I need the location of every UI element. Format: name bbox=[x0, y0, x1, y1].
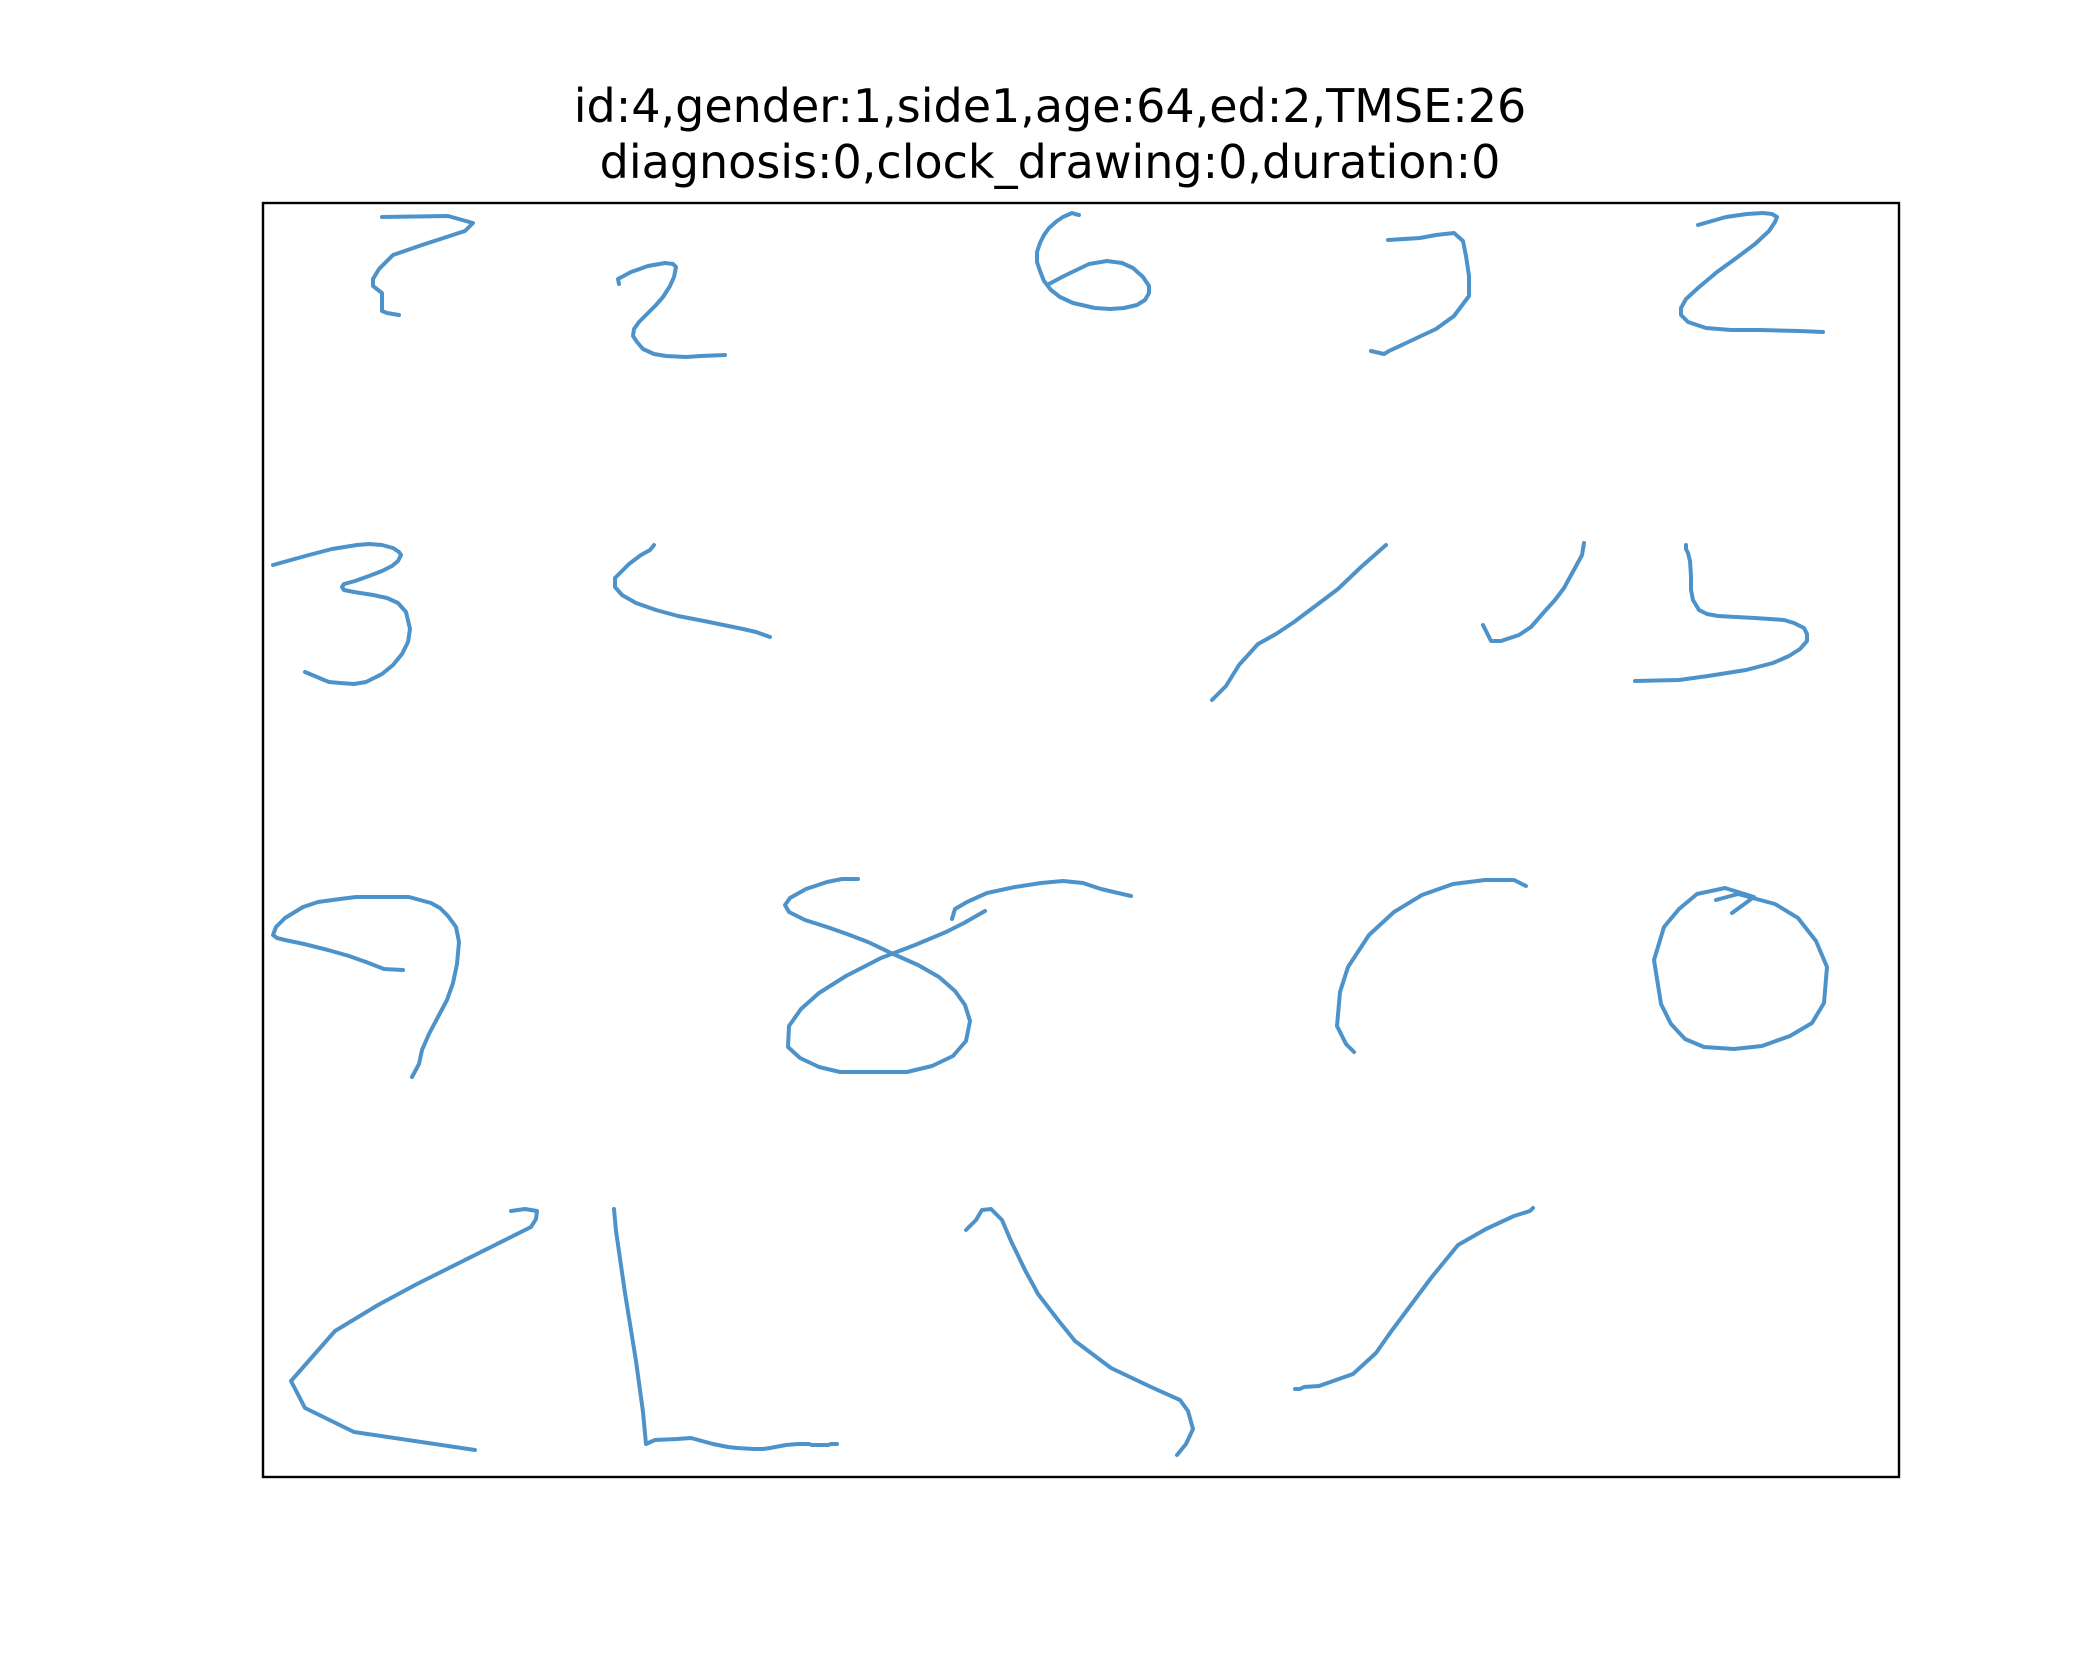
digit-cell-12 bbox=[783, 877, 987, 1074]
digit-stroke-13-1 bbox=[950, 879, 1133, 921]
digit-stroke-12-1 bbox=[783, 877, 987, 1074]
chart-title-line-1: id:4,gender:1,side1,age:64,ed:2,TMSE:26 bbox=[573, 79, 1527, 133]
digit-stroke-9-1 bbox=[1481, 541, 1586, 643]
digit-cell-4 bbox=[1369, 231, 1471, 356]
digit-stroke-19-1 bbox=[1293, 1206, 1535, 1391]
axes-frame bbox=[261, 201, 1901, 1479]
digit-cell-11 bbox=[271, 895, 461, 1079]
digit-stroke-15-1 bbox=[1652, 886, 1829, 1051]
digit-cell-17 bbox=[612, 1207, 839, 1451]
digit-cell-3 bbox=[1035, 211, 1151, 311]
digit-stroke-11-1 bbox=[271, 895, 461, 1079]
digit-stroke-16-1 bbox=[289, 1207, 539, 1452]
chart-title-line-2: diagnosis:0,clock_drawing:0,duration:0 bbox=[599, 135, 1501, 189]
digit-stroke-3-1 bbox=[1035, 211, 1151, 311]
digit-cell-15 bbox=[1652, 886, 1829, 1051]
digit-stroke-5-1 bbox=[1679, 211, 1825, 334]
digit-cell-6 bbox=[271, 542, 412, 686]
digit-stroke-1-1 bbox=[371, 214, 475, 317]
digit-cell-8 bbox=[1210, 543, 1388, 702]
digit-cell-5 bbox=[1679, 211, 1825, 334]
digit-cell-14 bbox=[1335, 878, 1528, 1054]
digit-cell-7 bbox=[613, 543, 772, 639]
digit-stroke-4-1 bbox=[1369, 231, 1471, 356]
digit-stroke-2-1 bbox=[616, 261, 727, 359]
digit-cell-18 bbox=[964, 1207, 1195, 1457]
digit-stroke-18-1 bbox=[964, 1207, 1195, 1457]
digit-cell-10 bbox=[1633, 543, 1809, 683]
digit-cell-2 bbox=[616, 261, 727, 359]
digit-stroke-8-1 bbox=[1210, 543, 1388, 702]
digit-stroke-10-1 bbox=[1633, 543, 1809, 683]
digit-cell-9 bbox=[1481, 541, 1586, 643]
digit-stroke-6-1 bbox=[271, 542, 412, 686]
digit-cell-13 bbox=[950, 879, 1133, 921]
digit-stroke-14-1 bbox=[1335, 878, 1528, 1054]
digit-cell-19 bbox=[1293, 1206, 1535, 1391]
strokes-layer bbox=[271, 211, 1829, 1457]
digit-cell-1 bbox=[371, 214, 475, 317]
digit-stroke-17-1 bbox=[612, 1207, 839, 1451]
digit-cell-16 bbox=[289, 1207, 539, 1452]
digit-stroke-7-1 bbox=[613, 543, 772, 639]
